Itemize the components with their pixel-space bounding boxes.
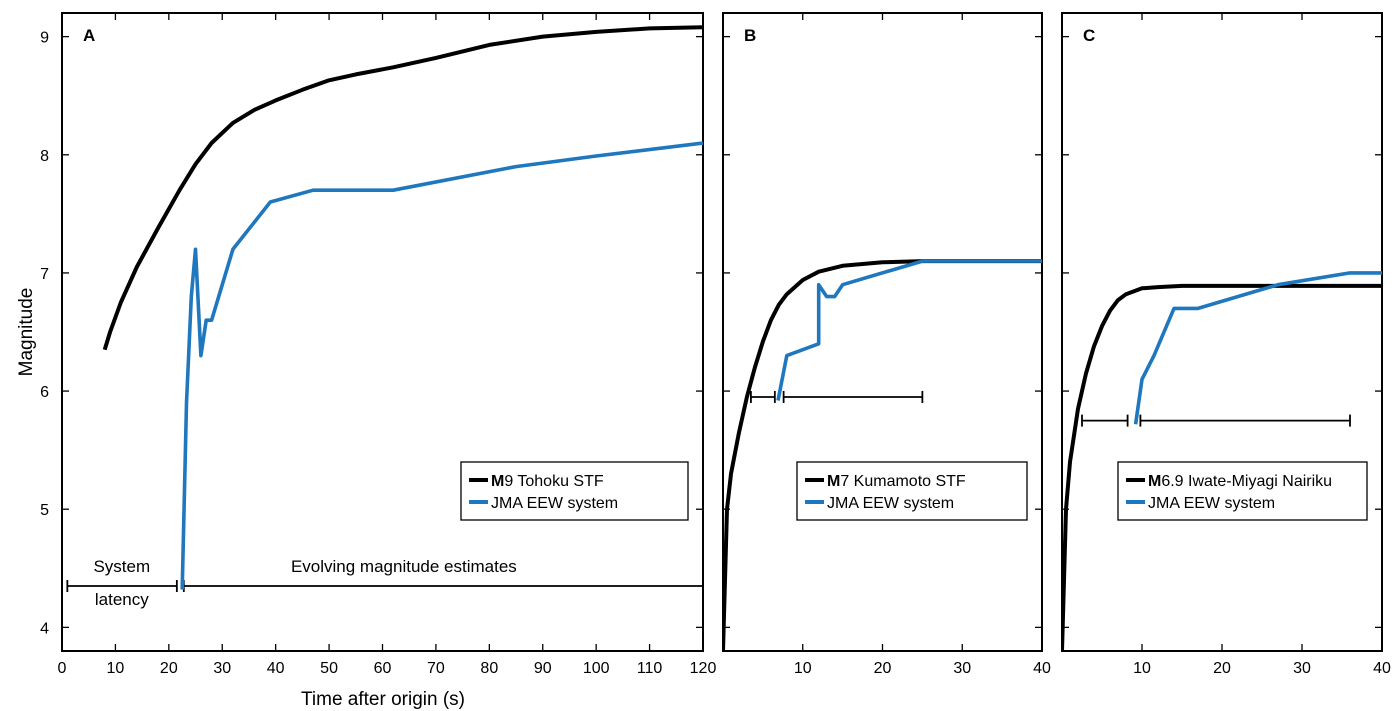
series-layer — [723, 259, 1042, 651]
plot-frame — [1061, 12, 1383, 652]
panel-label: B — [744, 26, 756, 45]
jma-series-line — [776, 259, 1042, 401]
panel-c: 10 20 30 40 C M6.9 Iwate-Miyagi Nairiku JMA EE… — [1061, 12, 1391, 677]
x-tick-label: 70 — [427, 660, 445, 677]
series-layer — [66, 25, 703, 593]
x-tick-label: 80 — [480, 660, 498, 677]
y-axis-label: Magnitude — [16, 288, 37, 377]
x-tick-label: 50 — [320, 660, 338, 677]
legend-box — [796, 461, 1028, 521]
series-layer — [1062, 271, 1382, 651]
panel-label: A — [83, 26, 95, 45]
x-tick-label: 20 — [1213, 660, 1231, 677]
legend-label: M7 Kumamoto STF — [827, 473, 966, 490]
stf-series-line — [1062, 283, 1382, 651]
annotation-text: System — [93, 557, 150, 576]
x-tick-label: 120 — [690, 660, 717, 677]
x-tick-label: 10 — [794, 660, 812, 677]
panel-label: C — [1083, 26, 1095, 45]
x-tick-label: 40 — [1373, 660, 1391, 677]
x-tick-label: 90 — [534, 660, 552, 677]
legend-label: JMA EEW system — [1148, 495, 1275, 512]
x-tick-label: 30 — [953, 660, 971, 677]
x-tick-label: 10 — [1133, 660, 1151, 677]
x-tick-label: 60 — [374, 660, 392, 677]
y-tick-label: 6 — [40, 384, 49, 401]
annotation-text: latency — [95, 590, 149, 609]
jma-series-line — [180, 141, 703, 590]
x-axis-label: Time after origin (s) — [301, 689, 465, 710]
y-tick-label: 7 — [40, 266, 49, 283]
y-tick-label: 4 — [40, 620, 49, 637]
x-tick-label: 20 — [160, 660, 178, 677]
plot-frame — [61, 12, 704, 652]
y-tick-label: 5 — [40, 502, 49, 519]
x-tick-label: 20 — [874, 660, 892, 677]
x-tick-label: 30 — [213, 660, 231, 677]
stf-series-line — [723, 259, 1042, 651]
legend-label: M6.9 Iwate-Miyagi Nairiku — [1148, 473, 1332, 490]
y-tick-label: 9 — [40, 30, 49, 47]
x-tick-label: 30 — [1293, 660, 1311, 677]
x-tick-label: 0 — [58, 660, 67, 677]
legend-box — [1117, 461, 1368, 521]
x-tick-label: 40 — [267, 660, 285, 677]
panel-b: 10 20 30 40 B M7 Kumamoto STF JMA EEW system — [722, 12, 1051, 677]
y-tick-label: 8 — [40, 148, 49, 165]
plot-frame — [722, 12, 1043, 652]
x-tick-label: 40 — [1033, 660, 1051, 677]
legend-label: M9 Tohoku STF — [491, 473, 604, 490]
legend-label: JMA EEW system — [491, 495, 618, 512]
annotation-text: Evolving magnitude estimates — [291, 557, 517, 576]
jma-series-line — [1133, 271, 1382, 425]
x-tick-label: 110 — [637, 660, 663, 677]
stf-series-line — [102, 25, 703, 351]
legend-box — [460, 461, 689, 521]
legend-label: JMA EEW system — [827, 495, 954, 512]
x-tick-label: 10 — [107, 660, 125, 677]
x-tick-label: 100 — [583, 660, 610, 677]
